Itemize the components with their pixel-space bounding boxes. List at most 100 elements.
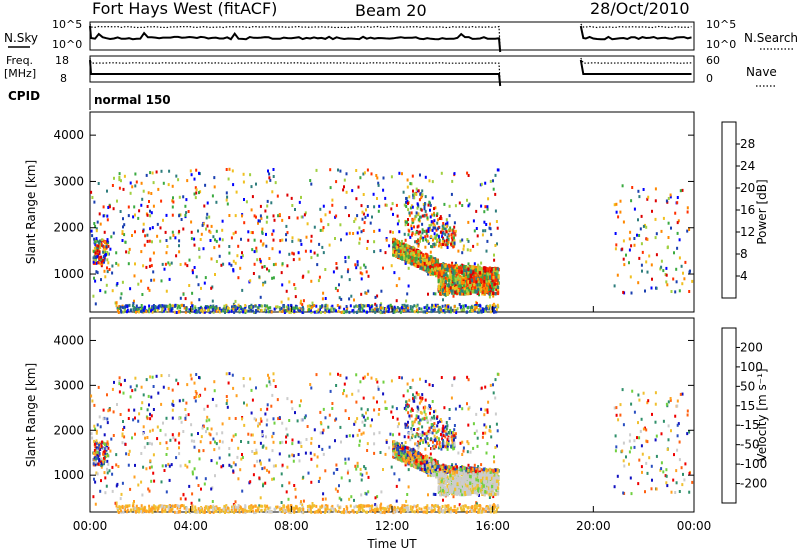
velocity-echo-cell xyxy=(335,463,338,467)
power-echo-cell xyxy=(475,266,478,270)
power-echo-cell xyxy=(674,211,677,215)
power-echo-cell xyxy=(450,288,453,292)
power-echo-cell xyxy=(402,190,405,194)
velocity-echo-cell xyxy=(283,505,286,509)
power-echo-cell xyxy=(638,256,641,260)
power-echo-cell xyxy=(422,310,425,314)
velocity-echo-cell xyxy=(171,408,174,412)
power-echo-cell xyxy=(368,306,371,310)
power-echo-cell xyxy=(191,307,194,311)
power-echo-cell xyxy=(388,244,391,248)
power-echo-cell xyxy=(429,215,432,219)
power-echo-cell xyxy=(494,267,497,271)
velocity-echo-cell xyxy=(300,399,302,403)
velocity-echo-cell xyxy=(118,390,121,394)
power-echo-cell xyxy=(435,268,438,272)
velocity-echo-cell xyxy=(459,441,462,445)
velocity-echo-cell xyxy=(270,404,273,408)
power-echo-cell xyxy=(322,204,325,208)
velocity-echo-cell xyxy=(111,489,114,493)
velocity-echo-cell xyxy=(234,463,237,467)
velocity-echo-cell xyxy=(356,417,359,421)
power-echo-cell xyxy=(463,265,466,269)
power-echo-cell xyxy=(259,214,262,218)
power-echo-cell xyxy=(185,211,188,215)
power-echo-cell xyxy=(453,239,456,243)
velocity-echo-cell xyxy=(338,496,341,500)
power-echo-cell xyxy=(468,289,471,293)
power-echo-cell xyxy=(432,260,435,264)
power-echo-cell xyxy=(272,175,275,178)
power-echo-cell xyxy=(257,306,260,310)
power-echo-cell xyxy=(249,279,252,283)
power-echo-cell xyxy=(412,247,415,251)
power-echo-cell xyxy=(241,288,244,292)
power-echo-cell xyxy=(193,309,196,313)
power-echo-cell xyxy=(173,304,176,308)
power-echo-cell xyxy=(328,243,331,247)
power-echo-cell xyxy=(485,289,488,294)
power-echo-cell xyxy=(444,276,447,281)
power-echo-cell xyxy=(364,215,367,219)
power-echo-cell xyxy=(218,306,221,310)
power-echo-cell xyxy=(688,290,691,293)
power-echo-cell xyxy=(434,292,437,296)
power-echo-cell xyxy=(469,285,472,289)
velocity-echo-cell xyxy=(281,484,284,488)
power-echo-cell xyxy=(354,263,357,267)
power-echo-cell xyxy=(324,308,327,312)
power-echo-cell xyxy=(269,309,272,313)
velocity-echo-cell xyxy=(450,396,453,400)
power-echo-cell xyxy=(401,239,403,243)
velocity-echo-cell xyxy=(176,504,179,508)
power-echo-cell xyxy=(319,207,322,211)
power-echo-cell xyxy=(118,178,121,182)
power-echo-cell xyxy=(185,307,188,311)
power-echo-cell xyxy=(424,238,427,242)
velocity-echo-cell xyxy=(298,459,301,463)
velocity-echo-cell xyxy=(294,495,297,499)
velocity-echo-cell xyxy=(149,429,152,433)
velocity-echo-cell xyxy=(261,430,264,434)
velocity-echo-cell xyxy=(266,418,269,422)
power-echo-cell xyxy=(134,184,137,188)
power-echo-cell xyxy=(453,269,456,273)
power-echo-cell xyxy=(172,233,175,237)
velocity-echo-cell xyxy=(230,438,233,442)
power-echo-cell xyxy=(278,213,281,216)
power-echo-cell xyxy=(397,251,401,255)
power-echo-cell xyxy=(345,310,348,314)
power-echo-cell xyxy=(628,261,630,265)
power-echo-cell xyxy=(208,229,211,233)
power-echo-cell xyxy=(373,229,376,233)
power-echo-cell xyxy=(435,273,438,278)
velocity-echo-cell xyxy=(232,461,235,465)
power-echo-cell xyxy=(473,280,476,284)
power-echo-cell xyxy=(410,262,413,266)
velocity-echo-cell xyxy=(152,453,155,457)
velocity-echo-cell xyxy=(100,465,103,469)
velocity-echo-cell xyxy=(198,449,201,453)
velocity-echo-cell xyxy=(171,433,174,437)
power-echo-cell xyxy=(633,237,636,240)
power-echo-cell xyxy=(440,171,443,175)
nsky-label: N.Sky xyxy=(4,31,38,45)
power-echo-cell xyxy=(179,304,182,308)
velocity-echo-cell xyxy=(162,385,165,389)
velocity-echo-cell xyxy=(372,396,375,400)
velocity-echo-cell xyxy=(273,421,276,425)
power-echo-cell xyxy=(138,209,141,213)
velocity-echo-cell xyxy=(261,467,264,471)
power-echo-cell xyxy=(474,270,477,275)
velocity-echo-cell xyxy=(336,504,339,508)
velocity-echo-cell xyxy=(370,376,373,380)
velocity-echo-cell xyxy=(268,376,271,380)
power-echo-cell xyxy=(428,264,431,269)
power-echo-cell xyxy=(450,228,453,232)
power-echo-cell xyxy=(251,309,254,313)
power-echo-cell xyxy=(673,251,675,255)
velocity-echo-cell xyxy=(269,382,272,386)
power-echo-cell xyxy=(108,205,111,209)
power-echo-cell xyxy=(279,239,282,243)
